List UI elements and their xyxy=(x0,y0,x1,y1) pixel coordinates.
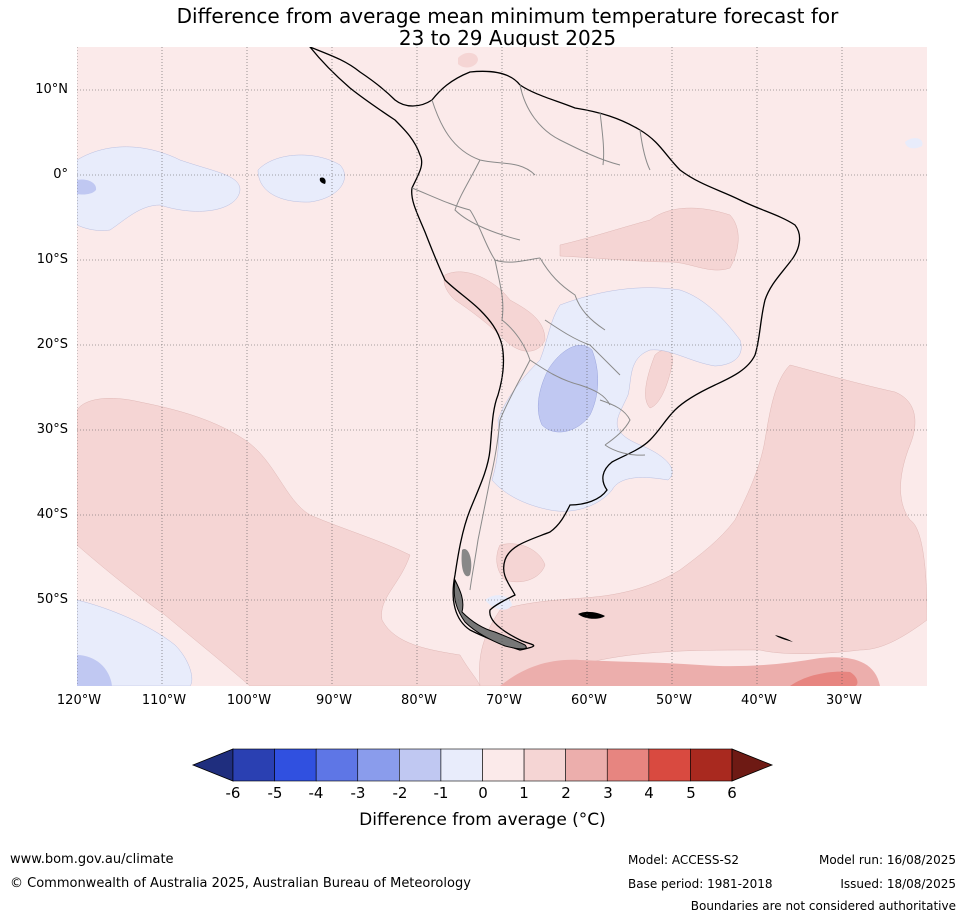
colorbar xyxy=(191,748,774,782)
colorbar-segment xyxy=(523,748,566,782)
graticule xyxy=(77,47,927,686)
lat-label-10s: 10°S xyxy=(36,252,68,267)
anomaly-patch-cool-patagonia xyxy=(485,595,512,610)
copyright-text: © Commonwealth of Australia 2025, Austra… xyxy=(10,876,471,891)
colorbar-tick: -5 xyxy=(267,784,283,802)
colorbar-tick: 6 xyxy=(727,784,737,802)
lon-label-90w: 90°W xyxy=(316,693,352,708)
chiloe-islands xyxy=(461,549,472,577)
colorbar-segment xyxy=(690,748,733,782)
lon-label-50w: 50°W xyxy=(656,693,692,708)
colorbar-tick: 2 xyxy=(561,784,571,802)
south-georgia xyxy=(775,635,793,642)
galapagos-islands xyxy=(319,177,326,184)
colorbar-tick: -6 xyxy=(225,784,241,802)
country-boundaries xyxy=(411,84,651,591)
anomaly-patch-warm-north xyxy=(458,52,478,68)
colorbar-segment xyxy=(606,748,650,782)
title-line-1: Difference from average mean minimum tem… xyxy=(176,4,839,28)
tierra-del-fuego xyxy=(453,578,527,650)
lat-label-40s: 40°S xyxy=(36,507,68,522)
colorbar-tick: -2 xyxy=(392,784,408,802)
colorbar-segment xyxy=(232,748,275,782)
colorbar-segment xyxy=(357,748,400,782)
lon-label-110w: 110°W xyxy=(141,693,187,708)
lat-label-50s: 50°S xyxy=(36,592,68,607)
colorbar-extend-low xyxy=(191,748,234,782)
colorbar-tick: 4 xyxy=(644,784,654,802)
anomaly-patch-warm-south-atlantic xyxy=(479,364,927,686)
lat-label-20s: 20°S xyxy=(36,337,68,352)
anomaly-patch-cool-pacific-equator xyxy=(77,146,241,231)
anomaly-patch-warm-2to3 xyxy=(500,657,880,686)
colorbar-segment xyxy=(440,748,483,782)
map-area xyxy=(77,47,927,686)
boundaries-disclaimer: Boundaries are not considered authoritat… xyxy=(690,899,956,913)
lon-label-100w: 100°W xyxy=(226,693,272,708)
colorbar-tick: 0 xyxy=(478,784,488,802)
title-line-2: 23 to 29 August 2025 xyxy=(398,26,617,50)
colorbar-tick: 3 xyxy=(603,784,613,802)
south-america-coastline xyxy=(309,47,801,651)
colorbar-segment xyxy=(315,748,359,782)
anomaly-patch-warm-3to4 xyxy=(790,671,858,686)
lon-label-60w: 60°W xyxy=(571,693,607,708)
colorbar-segment xyxy=(482,748,525,782)
lon-label-30w: 30°W xyxy=(826,693,862,708)
colorbar-tick: -1 xyxy=(433,784,449,802)
lon-label-120w: 120°W xyxy=(56,693,102,708)
anomaly-patch-cool-southwest xyxy=(77,599,193,686)
colorbar-tick: -4 xyxy=(308,784,324,802)
lat-label-30s: 30°S xyxy=(36,422,68,437)
anomaly-patch-cool-pacific-2 xyxy=(77,179,97,195)
colorbar-tick: 5 xyxy=(686,784,696,802)
model-name: Model: ACCESS-S2 xyxy=(628,853,740,867)
colorbar-tick: 1 xyxy=(519,784,529,802)
website-link[interactable]: www.bom.gov.au/climate xyxy=(10,852,174,867)
colorbar-segment xyxy=(648,748,691,782)
colorbar-segment xyxy=(399,748,442,782)
anomaly-patch-warm-brazil xyxy=(559,207,739,271)
issued-date: Issued: 18/08/2025 xyxy=(840,877,956,891)
lat-label-10n: 10°N xyxy=(35,82,68,97)
lon-label-80w: 80°W xyxy=(401,693,437,708)
map-title: Difference from average mean minimum tem… xyxy=(0,5,965,49)
colorbar-segment xyxy=(565,748,608,782)
anomaly-patch-warm-peru xyxy=(443,271,546,352)
colorbar-segment xyxy=(274,748,317,782)
model-run-date: Model run: 16/08/2025 xyxy=(818,853,956,867)
lon-label-40w: 40°W xyxy=(741,693,777,708)
falkland-islands xyxy=(578,611,605,619)
anomaly-patch-cool-pacific-3 xyxy=(257,154,345,203)
anomaly-patch-cool-paraguay xyxy=(537,345,599,433)
colorbar-label: Difference from average (°C) xyxy=(359,810,606,830)
anomaly-patch-cool-atlantic-east xyxy=(905,138,923,149)
anomaly-patch-cool-southwest-2 xyxy=(77,655,112,686)
anomaly-patch-warm-southeast-pacific xyxy=(77,398,481,686)
lat-label-0: 0° xyxy=(53,167,68,182)
colorbar-extend-high xyxy=(731,748,774,782)
lon-label-70w: 70°W xyxy=(486,693,522,708)
base-period: Base period: 1981-2018 xyxy=(628,877,773,891)
colorbar-tick: -3 xyxy=(350,784,366,802)
